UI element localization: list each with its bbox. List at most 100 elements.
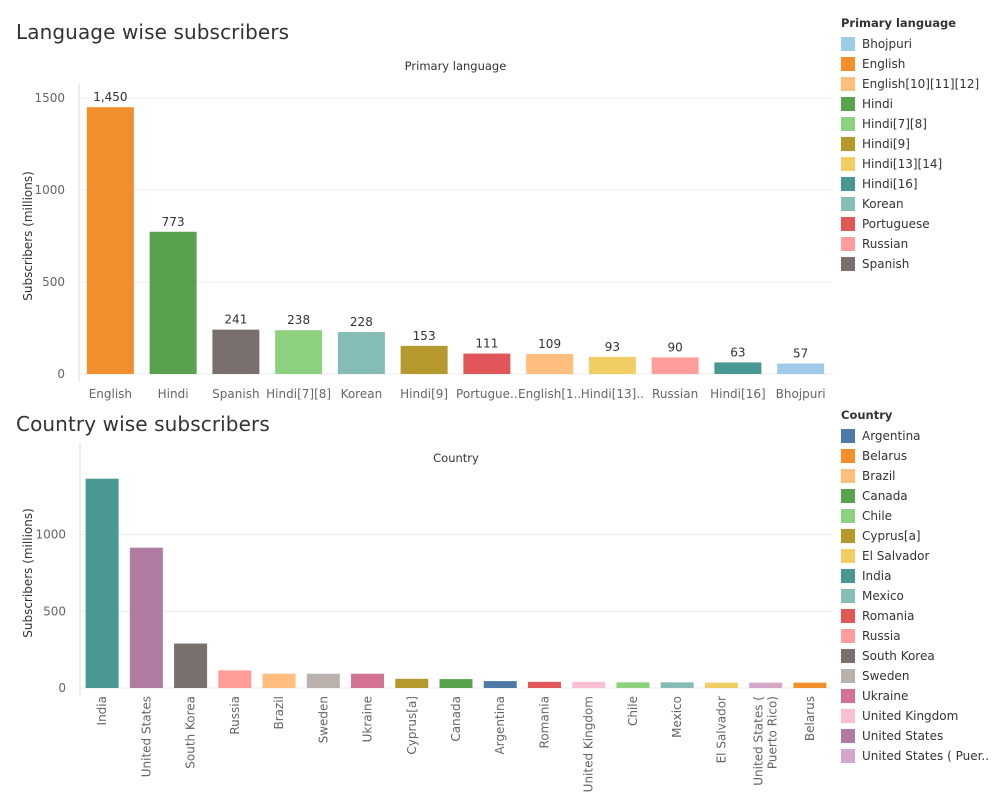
data-label: 90 — [667, 340, 682, 354]
legend-label: Hindi[16] — [862, 177, 918, 191]
x-tick-label: Bhojpuri — [776, 387, 826, 401]
legend-label: Hindi — [862, 97, 893, 111]
legend-item-english-10-11-12[interactable]: English[10][11][12] — [841, 74, 979, 94]
x-tick-label: Ukraine — [361, 696, 375, 742]
legend-label: Belarus — [862, 449, 908, 463]
legend-item-hindi-9[interactable]: Hindi[9] — [841, 134, 979, 154]
legend-swatch — [841, 57, 855, 71]
data-label: 238 — [287, 313, 310, 327]
x-tick-label: Russia — [228, 696, 242, 735]
y-tick-label: 1000 — [35, 528, 66, 542]
legend-label: Portuguese — [862, 217, 930, 231]
legend-item-portuguese[interactable]: Portuguese — [841, 214, 979, 234]
x-tick-label: Cyprus[a] — [405, 696, 419, 755]
legend-item-united-states-puer[interactable]: United States ( Puer.. — [841, 746, 989, 766]
legend-swatch — [841, 217, 855, 231]
x-tick-label: Mexico — [670, 696, 684, 738]
legend-item-india[interactable]: India — [841, 566, 989, 586]
legend-swatch — [841, 629, 855, 643]
legend-swatch — [841, 429, 855, 443]
legend-item-chile[interactable]: Chile — [841, 506, 989, 526]
x-tick-label: English — [89, 387, 132, 401]
legend-item-united-states[interactable]: United States — [841, 726, 989, 746]
legend-item-ukraine[interactable]: Ukraine — [841, 686, 989, 706]
legend-item-belarus[interactable]: Belarus — [841, 446, 989, 466]
legend-swatch — [841, 177, 855, 191]
legend-swatch — [841, 549, 855, 563]
chart-header: Country — [433, 451, 479, 465]
legend-swatch — [841, 709, 855, 723]
legend-swatch — [841, 689, 855, 703]
legend-item-argentina[interactable]: Argentina — [841, 426, 989, 446]
x-tick-label: India — [95, 696, 109, 725]
y-axis-title: Subscribers (millions) — [21, 508, 35, 638]
bar-cyprus-a — [395, 678, 429, 688]
bar-bhojpuri — [777, 363, 825, 374]
legend-item-korean[interactable]: Korean — [841, 194, 979, 214]
legend-item-russian[interactable]: Russian — [841, 234, 979, 254]
legend-swatch — [841, 729, 855, 743]
x-tick-label: Spanish — [212, 387, 259, 401]
country-legend-title: Country — [841, 408, 893, 422]
legend-item-el-salvador[interactable]: El Salvador — [841, 546, 989, 566]
legend-item-spanish[interactable]: Spanish — [841, 254, 979, 274]
legend-item-russia[interactable]: Russia — [841, 626, 989, 646]
legend-label: Romania — [862, 609, 915, 623]
legend-swatch — [841, 257, 855, 271]
data-label: 111 — [475, 337, 498, 351]
x-tick-label: Russian — [652, 387, 698, 401]
x-tick-label: Canada — [449, 696, 463, 742]
legend-item-mexico[interactable]: Mexico — [841, 586, 989, 606]
legend-label: Spanish — [862, 257, 910, 271]
country-chart-title: Country wise subscribers — [16, 412, 270, 436]
legend-label: Russia — [862, 629, 901, 643]
legend-item-romania[interactable]: Romania — [841, 606, 989, 626]
bar-hindi-7-8 — [275, 330, 323, 374]
legend-swatch — [841, 649, 855, 663]
legend-item-brazil[interactable]: Brazil — [841, 466, 989, 486]
bar-chile — [616, 682, 650, 688]
legend-item-bhojpuri[interactable]: Bhojpuri — [841, 34, 979, 54]
legend-item-english[interactable]: English — [841, 54, 979, 74]
legend-item-south-korea[interactable]: South Korea — [841, 646, 989, 666]
bar-hindi — [149, 231, 197, 374]
language-legend: Primary language Bhojpuri English English[… — [841, 16, 979, 274]
legend-item-hindi-7-8[interactable]: Hindi[7][8] — [841, 114, 979, 134]
legend-label: India — [862, 569, 892, 583]
x-tick-label: Chile — [626, 696, 640, 726]
data-label: 153 — [413, 329, 436, 343]
language-chart-title: Language wise subscribers — [16, 20, 290, 44]
legend-item-canada[interactable]: Canada — [841, 486, 989, 506]
legend-swatch — [841, 197, 855, 211]
legend-item-hindi[interactable]: Hindi — [841, 94, 979, 114]
bar-hindi-13-14 — [588, 356, 636, 374]
chart-header: Primary language — [405, 59, 507, 73]
country-legend: Country Argentina Belarus Brazil Canada Chil… — [841, 408, 989, 766]
x-tick-label: South Korea — [184, 696, 198, 769]
legend-label: Cyprus[a] — [862, 529, 921, 543]
legend-item-united-kingdom[interactable]: United Kingdom — [841, 706, 989, 726]
y-axis-title: Subscribers (millions) — [21, 171, 35, 301]
bar-india — [85, 478, 119, 688]
legend-label: United States — [862, 729, 944, 743]
legend-swatch — [841, 749, 855, 763]
data-label: 109 — [538, 337, 561, 351]
bar-belarus — [793, 682, 827, 688]
legend-swatch — [841, 117, 855, 131]
legend-item-hindi-16[interactable]: Hindi[16] — [841, 174, 979, 194]
legend-swatch — [841, 589, 855, 603]
legend-item-sweden[interactable]: Sweden — [841, 666, 989, 686]
legend-swatch — [841, 237, 855, 251]
legend-swatch — [841, 137, 855, 151]
bar-korean — [337, 332, 385, 374]
legend-label: South Korea — [862, 649, 935, 663]
legend-item-hindi-13-14[interactable]: Hindi[13][14] — [841, 154, 979, 174]
legend-label: Bhojpuri — [862, 37, 913, 51]
bar-hindi-16 — [714, 362, 762, 374]
y-tick-label: 0 — [57, 367, 65, 381]
bar-argentina — [483, 681, 517, 688]
data-label: 1,450 — [93, 90, 127, 104]
x-tick-label: United States — [139, 696, 153, 777]
x-tick-label: English[1.. — [518, 387, 581, 401]
legend-item-cyprus-a[interactable]: Cyprus[a] — [841, 526, 989, 546]
